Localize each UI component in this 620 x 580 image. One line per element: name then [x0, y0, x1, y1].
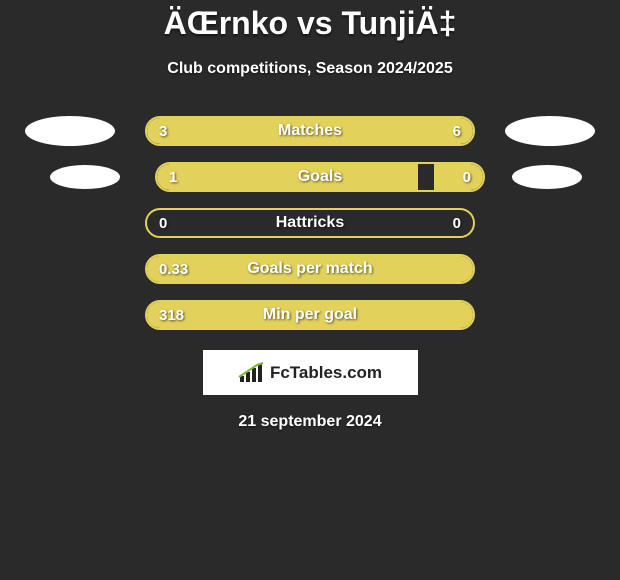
stat-bar: 0.33Goals per match	[145, 254, 475, 284]
source-logo[interactable]: FcTables.com	[203, 350, 418, 395]
stat-bar: 318Min per goal	[145, 300, 475, 330]
stat-row: 36Matches	[0, 116, 620, 146]
stat-bar: 10Goals	[155, 162, 485, 192]
stat-row: 10Goals	[0, 162, 620, 192]
stat-row: 318Min per goal	[0, 300, 620, 330]
page-subtitle: Club competitions, Season 2024/2025	[0, 60, 620, 78]
stat-label: Goals per match	[147, 256, 473, 282]
stat-row: 0.33Goals per match	[0, 254, 620, 284]
stat-label: Goals	[157, 164, 483, 190]
stat-label: Hattricks	[147, 210, 473, 236]
comparison-card: ÄŒrnko vs TunjiÄ‡ Club competitions, Sea…	[0, 0, 620, 431]
player-avatar-left	[50, 165, 120, 189]
page-title: ÄŒrnko vs TunjiÄ‡	[0, 5, 620, 42]
player-avatar-right	[505, 116, 595, 146]
stat-bar: 00Hattricks	[145, 208, 475, 238]
stat-row: 00Hattricks	[0, 208, 620, 238]
stat-label: Matches	[147, 118, 473, 144]
date-label: 21 september 2024	[0, 413, 620, 431]
player-avatar-left	[25, 116, 115, 146]
chart-icon	[238, 362, 266, 384]
logo-text: FcTables.com	[270, 363, 382, 383]
stat-bar: 36Matches	[145, 116, 475, 146]
stat-rows: 36Matches 10Goals 00Hattricks 0.33Goals per…	[0, 116, 620, 330]
player-avatar-right	[512, 165, 582, 189]
stat-label: Min per goal	[147, 302, 473, 328]
